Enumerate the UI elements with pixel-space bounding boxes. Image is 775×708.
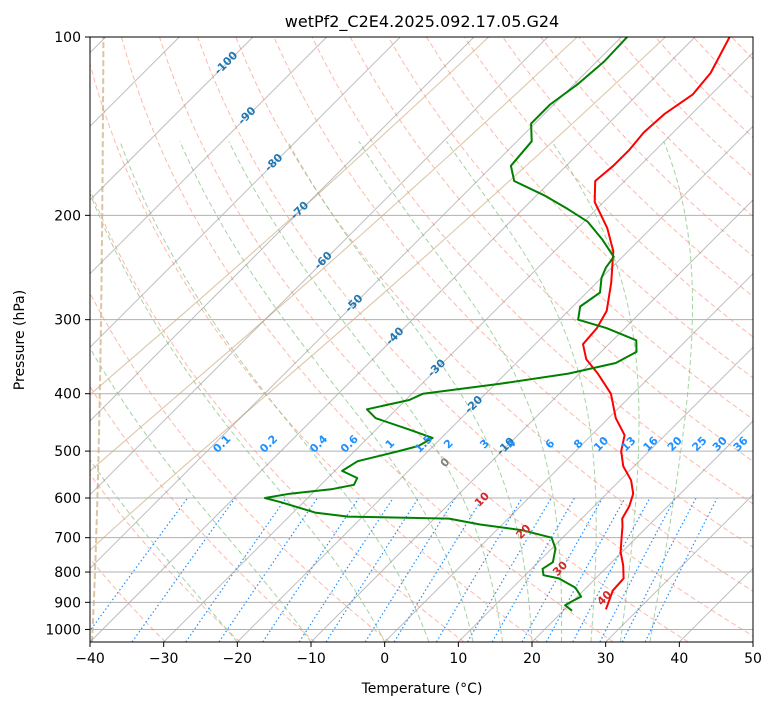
mixing-ratio-line xyxy=(621,497,697,642)
mixing-ratio-line xyxy=(545,497,626,642)
isotherm-line xyxy=(90,37,696,642)
mixing-ratio-line xyxy=(393,497,484,642)
y-tick-label: 300 xyxy=(54,313,81,329)
dry-adiabat-line xyxy=(349,37,753,462)
x-axis: −40 −30 −20 −10 0 10 20 30 40 50 xyxy=(75,642,762,667)
dry-adiabat-line xyxy=(273,37,753,548)
y-tick-label: 800 xyxy=(54,565,81,581)
dry-adiabat-line xyxy=(770,37,775,642)
mixing-ratio-line xyxy=(572,497,651,642)
x-tick-label: −20 xyxy=(223,651,253,667)
isotherm-line xyxy=(605,493,753,642)
plot-background xyxy=(90,37,753,642)
y-tick-label: 500 xyxy=(54,444,81,460)
dry-adiabat-line xyxy=(425,37,753,379)
reference-curve-line xyxy=(90,37,490,396)
dry-adiabat-line xyxy=(90,557,166,642)
dry-adiabat-line xyxy=(197,37,753,637)
dry-adiabat-line xyxy=(464,37,753,338)
isotherm-line xyxy=(90,37,549,496)
reference-curve-line xyxy=(90,37,578,472)
y-tick-label: 900 xyxy=(54,595,81,611)
y-axis-label: Pressure (hPa) xyxy=(12,290,28,390)
x-tick-label: −40 xyxy=(75,651,105,667)
isotherm-line xyxy=(531,420,753,642)
dry-adiabat-line xyxy=(90,473,241,642)
mixing-ratio-line xyxy=(90,497,189,632)
isotherm-line xyxy=(90,37,328,275)
dry-adiabat-line xyxy=(90,188,465,642)
dewpoint-line xyxy=(263,37,638,612)
y-tick-label: 600 xyxy=(54,491,81,507)
y-tick-label: 700 xyxy=(54,531,81,547)
x-tick-label: 20 xyxy=(523,651,541,667)
mixing-ratio-line xyxy=(262,497,360,642)
mixing-ratio-line xyxy=(364,497,456,642)
isotherm-line xyxy=(90,37,622,570)
x-tick-label: 10 xyxy=(449,651,467,667)
x-tick-label: −10 xyxy=(296,651,326,667)
isotherm-line xyxy=(752,641,753,642)
isotherm-line xyxy=(163,51,753,642)
temperature-line xyxy=(582,37,731,610)
x-tick-label: −30 xyxy=(149,651,179,667)
dry-adiabat-line xyxy=(90,292,390,642)
dry-adiabat-line xyxy=(120,37,614,642)
isotherm-line xyxy=(384,272,753,642)
y-tick-label: 1000 xyxy=(45,622,81,638)
chart-title: wetPf2_C2E4.2025.092.17.05.G24 xyxy=(285,12,559,32)
y-tick-label: 200 xyxy=(54,208,81,224)
y-tick-label: 100 xyxy=(54,30,81,46)
dry-adiabat-line xyxy=(159,37,689,642)
y-axis: 100 200 300 400 500 600 700 800 900 1000 xyxy=(45,30,90,638)
mixing-ratio-line xyxy=(599,497,676,642)
plot-frame xyxy=(89,36,754,643)
dry-adiabat-line xyxy=(235,37,753,592)
isotherm-line xyxy=(310,199,753,642)
isotherm-line xyxy=(90,37,254,201)
isotherm-line xyxy=(236,125,753,642)
mixing-ratio-line xyxy=(131,497,236,642)
x-tick-label: 50 xyxy=(744,651,762,667)
x-tick-label: 30 xyxy=(597,651,615,667)
x-axis-label: Temperature (°C) xyxy=(361,681,483,697)
reference-curve-line xyxy=(90,37,666,552)
dry-adiabat-line xyxy=(90,385,316,642)
profile-lines xyxy=(263,37,731,612)
isotherm-line xyxy=(90,37,401,349)
x-tick-label: 40 xyxy=(670,651,688,667)
mixing-ratio-line xyxy=(644,497,718,642)
dry-adiabat-line xyxy=(90,62,540,642)
isotherm-line xyxy=(457,346,753,642)
isotherm-line xyxy=(90,37,475,422)
x-tick-label: 0 xyxy=(380,651,389,667)
y-tick-label: 400 xyxy=(54,387,81,403)
